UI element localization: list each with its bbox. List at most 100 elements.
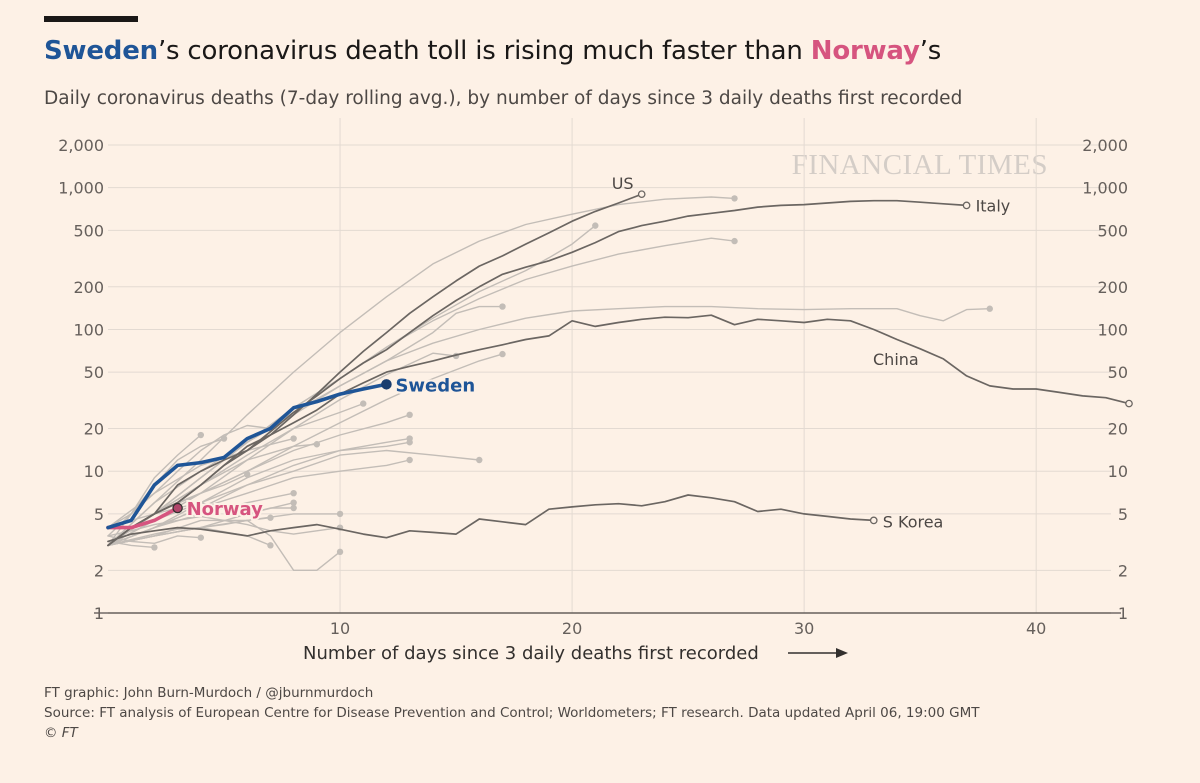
y-tick-label-right: 1,000 [1082,179,1128,198]
series-label-us: US [612,174,634,193]
series-end-dot-country-28 [267,514,274,521]
series-end-dot-country-16 [406,439,413,446]
series-line-country-32 [107,540,156,549]
x-axis-label: Number of days since 3 daily deaths firs… [303,643,759,664]
series-line-italy [107,199,968,547]
series-end-dot-country-30 [267,542,274,549]
x-tick-label: 10 [330,619,350,638]
series-end-dot-country-32 [151,544,158,551]
series-end-dot-country-8 [731,237,738,245]
y-tick-label-left: 5 [94,505,104,524]
series-end-dot-country-24 [244,471,251,478]
series-label-norway: Norway [187,499,264,520]
series-label-s-korea: S Korea [883,512,944,531]
series-line-country-15 [107,437,411,547]
series-line-country-31 [107,535,202,544]
series-end-dot-country-12 [499,350,506,358]
x-tick-label: 40 [1026,619,1046,638]
series-end-dot-country-13 [360,400,367,407]
series-end-dot-us [637,190,646,199]
footer-source: Source: FT analysis of European Centre f… [44,705,980,721]
y-tick-label-right: 5 [1118,505,1128,524]
y-tick-label-left: 2 [94,561,104,580]
title-end: ’s [919,36,942,66]
series-line-sweden [106,382,389,530]
series-end-dot-country-29 [336,548,344,556]
series-end-dot-country-25 [290,489,297,497]
series-line-country-34 [107,515,341,537]
y-tick-label-right: 200 [1097,278,1128,297]
series-line-norway [106,506,180,530]
series-end-dot-country-18 [313,441,321,448]
series-label-italy: Italy [976,196,1011,215]
y-tick-label-right: 10 [1108,462,1128,481]
series-end-dot-country-14 [406,411,413,419]
chart-title: Sweden’s coronavirus death toll is risin… [44,36,941,66]
series-line-country-30 [107,526,272,547]
y-tick-label-left: 10 [84,462,104,481]
y-tick-label-right: 20 [1108,420,1128,439]
series-label-china: China [873,350,919,369]
series-line-country-20 [107,459,411,547]
footer-copyright: © FT [44,725,78,741]
series-end-dot-country-7 [592,222,599,229]
y-tick-label-right: 500 [1097,221,1128,240]
series-end-dot-country-20 [406,456,413,464]
series-end-dot-country-33 [290,504,297,512]
series-line-china [107,314,1130,547]
y-tick-label-right: 2,000 [1082,136,1128,155]
y-tick-label-right: 100 [1097,320,1128,339]
y-tick-label-right: 2 [1118,561,1128,580]
footer-credit: FT graphic: John Burn-Murdoch / @jburnmu… [44,685,374,701]
series-end-dot-country-26 [290,499,297,506]
series-end-dot-country-22 [220,435,228,442]
title-sweden: Sweden [44,36,158,66]
series-labels: Sweden Norway US Italy China S Korea [185,174,1011,531]
series-label-sweden: Sweden [395,375,475,396]
series-line-country-6 [107,196,736,547]
series-end-dot-country-9 [499,303,506,310]
y-tick-label-left: 2,000 [58,136,104,155]
y-tick-label-left: 1,000 [58,179,104,198]
series-line-country-21 [107,424,272,529]
series-end-dot-norway [172,502,183,514]
y-tick-label-left: 100 [73,320,104,339]
series-end-dot-country-17 [476,456,483,464]
y-tick-label-right: 50 [1108,363,1128,382]
chart-footer: FT graphic: John Burn-Murdoch / @jburnmu… [44,683,979,743]
series-line-country-17 [107,449,480,547]
series-line-country-9 [107,305,504,547]
series-line-s-korea [107,494,875,543]
series-end-dot-sweden [381,379,392,390]
x-axis-arrow-head [836,648,848,658]
ft-watermark: FINANCIAL TIMES [792,149,1048,181]
chart-subtitle: Daily coronavirus deaths (7-day rolling … [44,88,963,109]
series-line-country-22 [107,437,225,537]
series-end-dot-china [1125,399,1133,408]
series-end-dot-s-korea [869,516,878,525]
series-end-dot-country-27 [336,510,344,518]
y-tick-label-right: 1 [1118,604,1128,623]
ft-top-bar [44,16,138,22]
series-end-dot-country-31 [197,534,205,541]
series-end-dot-country-19 [290,435,297,442]
y-tick-label-left: 200 [73,278,104,297]
series-end-dot-country-23 [197,431,205,439]
series-end-dot-country-6 [731,195,738,202]
title-norway: Norway [810,36,920,66]
series-line-country-33 [107,502,295,529]
x-tick-label: 30 [794,619,814,638]
series-line-us [107,193,643,547]
grid-lines [108,118,1111,613]
x-tick-label: 20 [562,619,582,638]
x-axis-label-group: Number of days since 3 daily deaths firs… [303,643,848,664]
y-tick-label-left: 50 [84,363,104,382]
series-end-dot-italy [962,201,971,210]
y-tick-label-left: 20 [84,420,104,439]
series-lines [106,190,1133,571]
y-tick-label-left: 500 [73,221,104,240]
title-middle: ’s coronavirus death toll is rising much… [157,36,811,66]
series-end-dot-country-10 [986,305,993,312]
